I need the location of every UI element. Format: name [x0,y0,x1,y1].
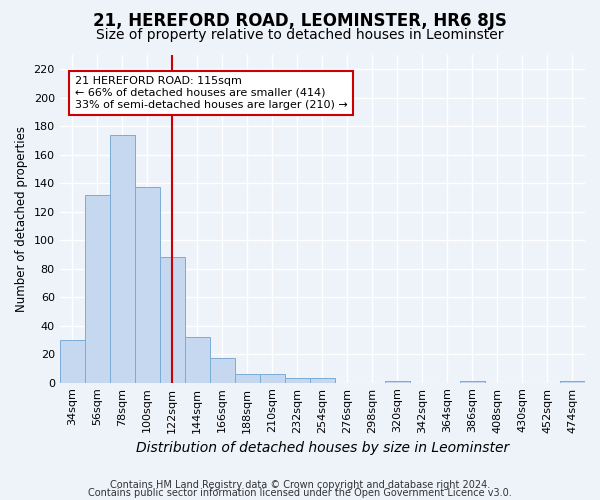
Bar [235,374,260,382]
Bar [285,378,310,382]
Text: Size of property relative to detached houses in Leominster: Size of property relative to detached ho… [96,28,504,42]
Bar [85,194,110,382]
Bar [160,258,185,382]
Bar [59,340,85,382]
Text: 21, HEREFORD ROAD, LEOMINSTER, HR6 8JS: 21, HEREFORD ROAD, LEOMINSTER, HR6 8JS [93,12,507,30]
Text: Contains public sector information licensed under the Open Government Licence v3: Contains public sector information licen… [88,488,512,498]
Text: 21 HEREFORD ROAD: 115sqm
← 66% of detached houses are smaller (414)
33% of semi-: 21 HEREFORD ROAD: 115sqm ← 66% of detach… [74,76,347,110]
Bar [210,358,235,382]
Bar [110,135,135,382]
Bar [310,378,335,382]
Text: Contains HM Land Registry data © Crown copyright and database right 2024.: Contains HM Land Registry data © Crown c… [110,480,490,490]
Bar [260,374,285,382]
Bar [185,337,210,382]
X-axis label: Distribution of detached houses by size in Leominster: Distribution of detached houses by size … [136,441,509,455]
Bar [135,188,160,382]
Y-axis label: Number of detached properties: Number of detached properties [15,126,28,312]
